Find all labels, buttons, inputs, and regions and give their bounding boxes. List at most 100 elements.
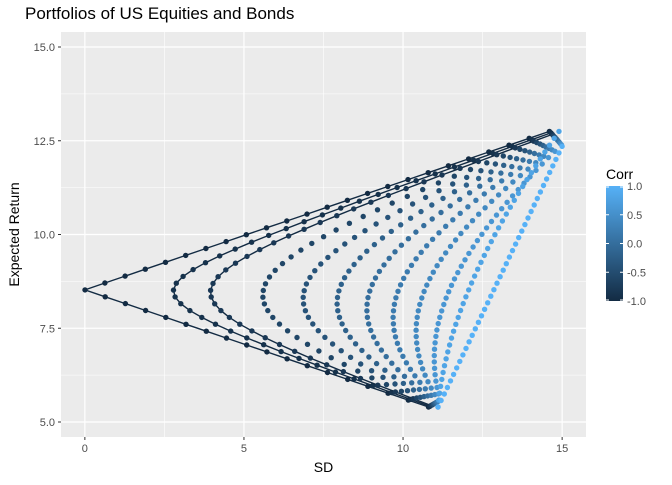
portfolio-point <box>438 256 444 262</box>
portfolio-point <box>202 260 209 266</box>
portfolio-point <box>356 198 363 204</box>
y-tick-label: 5.0 <box>40 417 55 429</box>
portfolio-point <box>466 287 472 293</box>
portfolio-point <box>468 280 475 286</box>
portfolio-point <box>464 174 470 181</box>
portfolio-point <box>325 254 331 261</box>
portfolio-point <box>390 321 397 327</box>
portfolio-point <box>436 390 443 396</box>
portfolio-point <box>425 170 431 176</box>
portfolio-point <box>407 215 414 221</box>
portfolio-point <box>489 198 495 204</box>
portfolio-point <box>487 177 493 183</box>
portfolio-point <box>383 353 389 360</box>
portfolio-point <box>424 282 430 288</box>
portfolio-point <box>405 236 412 242</box>
portfolio-point <box>417 379 423 385</box>
portfolio-point <box>443 223 449 229</box>
portfolio-point <box>298 247 304 253</box>
portfolio-point <box>122 300 129 307</box>
portfolio-point <box>451 173 457 179</box>
portfolio-point <box>315 328 321 334</box>
portfolio-point <box>452 237 459 243</box>
portfolio-point <box>212 301 218 307</box>
portfolio-point <box>500 267 506 273</box>
portfolio-point <box>410 387 417 393</box>
portfolio-point <box>504 199 510 205</box>
portfolio-point <box>178 301 184 307</box>
portfolio-point <box>301 288 307 294</box>
portfolio-point <box>142 266 148 272</box>
portfolio-point <box>345 376 351 383</box>
portfolio-point <box>357 255 363 261</box>
portfolio-point <box>390 314 396 320</box>
portfolio-point <box>170 287 177 293</box>
portfolio-point <box>436 188 442 194</box>
portfolio-point <box>499 218 506 224</box>
portfolio-point <box>443 250 449 256</box>
portfolio-point <box>248 239 255 245</box>
portfolio-point <box>223 335 230 341</box>
portfolio-point <box>531 202 537 208</box>
portfolio-point <box>537 189 544 195</box>
portfolio-point <box>455 314 461 321</box>
portfolio-point <box>431 352 437 359</box>
portfolio-point <box>454 365 460 371</box>
portfolio-point <box>244 342 250 348</box>
portfolio-point <box>413 327 419 333</box>
portfolio-point <box>540 182 547 189</box>
portfolio-point <box>324 362 330 368</box>
portfolio-point <box>365 294 371 301</box>
portfolio-point <box>359 347 365 354</box>
portfolio-point <box>441 363 448 369</box>
portfolio-point <box>418 208 424 215</box>
portfolio-point <box>481 252 487 259</box>
portfolio-point <box>362 228 368 234</box>
portfolio-point <box>435 404 441 410</box>
portfolio-point <box>223 267 229 273</box>
portfolio-point <box>499 206 505 212</box>
portfolio-point <box>392 249 398 255</box>
portfolio-point <box>334 213 340 219</box>
portfolio-point <box>416 353 422 359</box>
portfolio-point <box>190 266 196 273</box>
portfolio-point <box>388 228 394 235</box>
portfolio-point <box>232 246 238 252</box>
portfolio-point <box>478 313 485 319</box>
portfolio-point <box>309 240 315 247</box>
portfolio-point <box>434 263 440 269</box>
portfolio-point <box>381 262 387 268</box>
portfolio-point <box>391 327 397 333</box>
portfolio-point <box>448 282 455 288</box>
portfolio-point <box>307 274 313 281</box>
y-tick-label: 15.0 <box>34 42 55 54</box>
portfolio-point <box>483 225 490 231</box>
portfolio-point <box>271 240 277 246</box>
portfolio-point <box>439 376 445 383</box>
portfolio-point <box>163 314 169 321</box>
portfolio-point <box>378 347 385 353</box>
portfolio-point <box>441 301 447 308</box>
portfolio-point <box>398 388 405 394</box>
portfolio-point <box>488 293 494 299</box>
portfolio-point <box>458 230 464 237</box>
portfolio-point <box>531 150 538 157</box>
portfolio-point <box>366 321 372 327</box>
portfolio-point <box>335 308 341 314</box>
portfolio-point <box>551 135 557 141</box>
portfolio-point <box>285 233 292 239</box>
portfolio-point <box>390 308 397 314</box>
portfolio-point <box>445 349 451 355</box>
portfolio-point <box>533 163 539 169</box>
portfolio-point <box>379 235 386 241</box>
portfolio-point <box>433 378 439 384</box>
portfolio-point <box>307 355 314 361</box>
portfolio-point <box>528 208 534 215</box>
portfolio-point <box>183 321 189 327</box>
portfolio-point <box>336 288 342 294</box>
portfolio-point <box>418 249 424 255</box>
portfolio-point <box>316 348 322 354</box>
portfolio-point <box>284 356 290 362</box>
portfolio-point <box>439 172 445 178</box>
